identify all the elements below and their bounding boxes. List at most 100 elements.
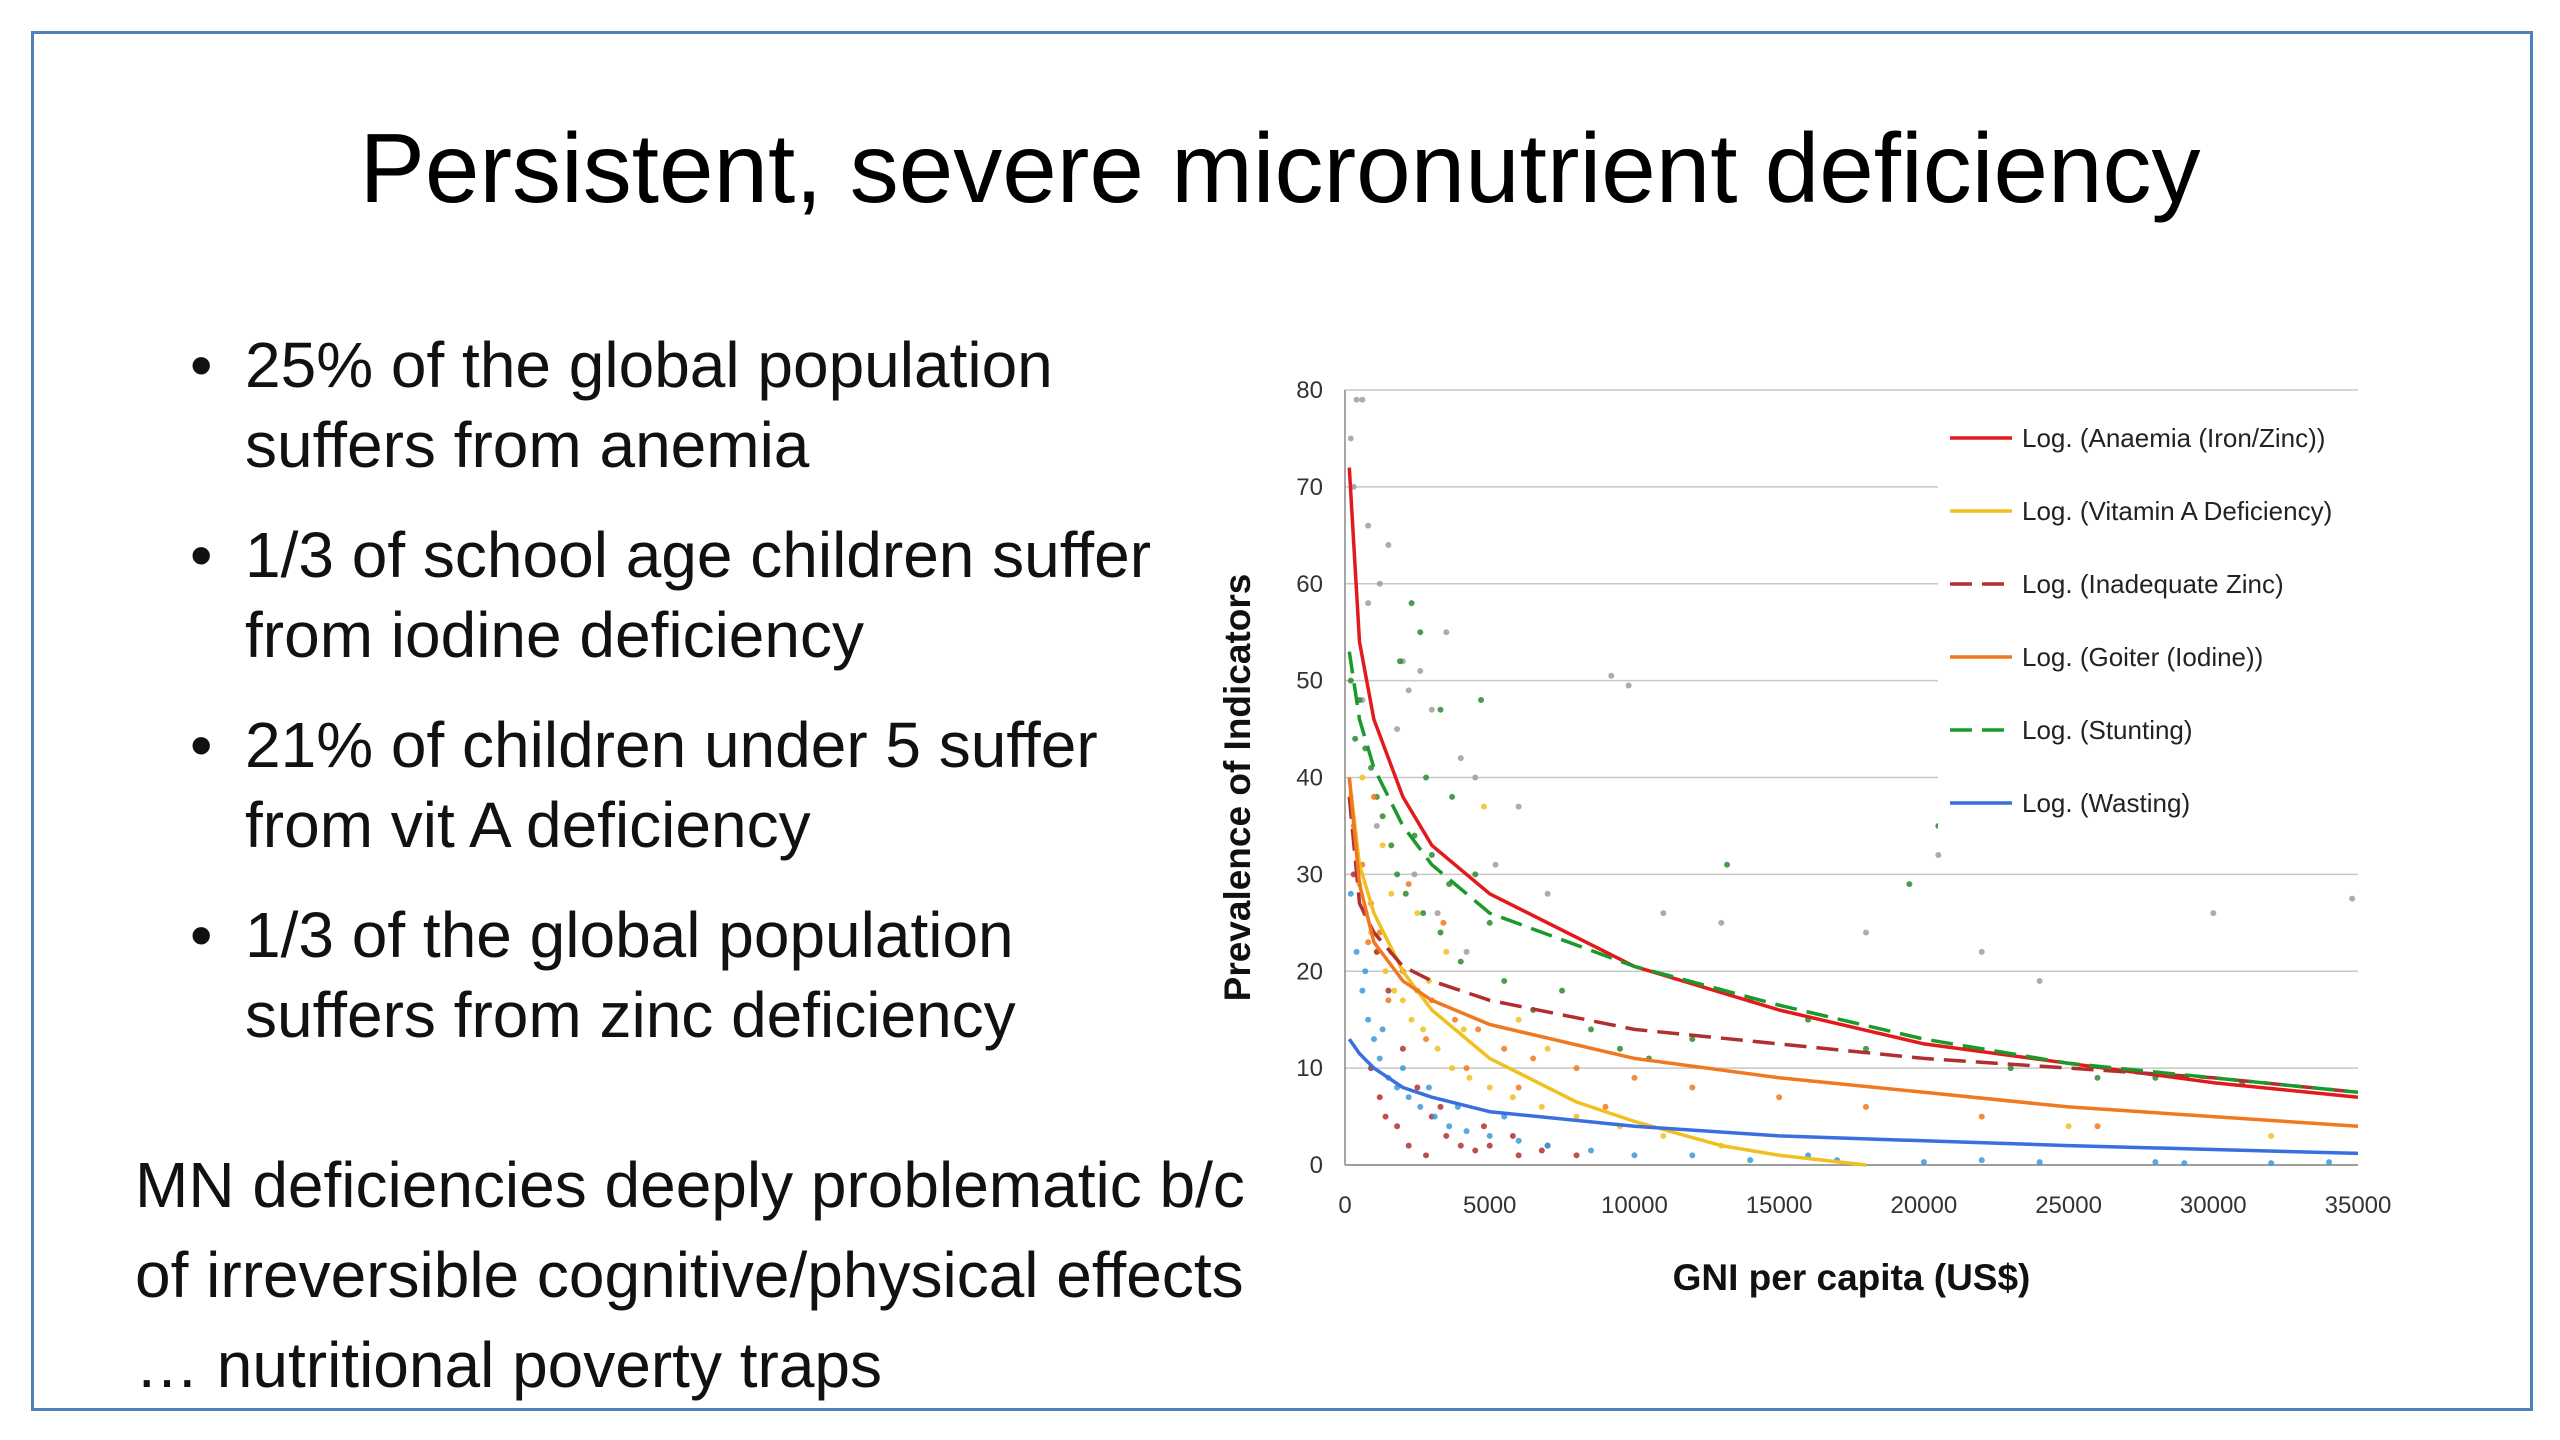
scatter-point <box>1408 600 1415 607</box>
y-tick-label: 60 <box>1296 571 1323 598</box>
prevalence-chart: 0 10 20 30 40 50 60 70 80 0 5000 10000 15000 20000 250… <box>1217 377 2398 1298</box>
bullet-item: 21% of children under 5 suffer from vit … <box>190 705 1190 865</box>
scatter-point <box>1588 1147 1595 1154</box>
scatter-point <box>1365 939 1372 946</box>
scatter-point <box>1862 1045 1869 1052</box>
scatter-point <box>2181 1160 2188 1167</box>
scatter-point <box>1862 929 1869 936</box>
y-axis-title: Prevalence of Indicators <box>1217 574 1258 1002</box>
x-tick-label: 15000 <box>1746 1192 1813 1219</box>
trendline <box>1347 1038 2359 1156</box>
scatter-point <box>1631 1152 1638 1159</box>
x-tick-label: 0 <box>1338 1192 1351 1219</box>
scatter-point <box>1463 1065 1470 1072</box>
scatter-point <box>1486 1142 1493 1149</box>
scatter-point <box>1370 793 1377 800</box>
scatter-point <box>1449 1065 1456 1072</box>
scatter-point <box>1538 1103 1545 1110</box>
scatter-point <box>1463 1128 1470 1135</box>
scatter-point <box>1625 682 1632 689</box>
scatter-point <box>1347 435 1354 442</box>
scatter-point <box>1457 1142 1464 1149</box>
y-tick-label: 0 <box>1310 1152 1323 1179</box>
scatter-point <box>2152 1159 2159 1166</box>
scatter-point <box>1724 861 1731 868</box>
scatter-point <box>1862 1103 1869 1110</box>
scatter-point <box>1376 580 1383 587</box>
scatter-point <box>1492 861 1499 868</box>
scatter-point <box>1660 1132 1667 1139</box>
trendline <box>1347 651 2359 1095</box>
scatter-point <box>1365 1016 1372 1023</box>
scatter-point <box>2268 1160 2275 1167</box>
scatter-point <box>1417 629 1424 636</box>
scatter-point <box>1544 890 1551 897</box>
scatter-point <box>1399 1065 1406 1072</box>
scatter-point <box>1399 997 1406 1004</box>
scatter-point <box>1417 667 1424 674</box>
scatter-point <box>1373 822 1380 829</box>
scatter-point <box>1515 1152 1522 1159</box>
scatter-point <box>1428 706 1435 713</box>
scatter-point <box>1382 1113 1389 1120</box>
legend-background <box>1938 402 2398 848</box>
scatter-point <box>2349 895 2356 902</box>
scatter-point <box>1480 1123 1487 1130</box>
scatter-point <box>1486 1084 1493 1091</box>
scatter-point <box>1423 1036 1430 1043</box>
scatter-point <box>1457 958 1464 965</box>
scatter-point <box>1405 1142 1412 1149</box>
scatter-point <box>1414 1084 1421 1091</box>
summary-note: MN deficiencies deeply problematic b/c o… <box>135 1149 1245 1401</box>
scatter-point <box>2268 1132 2275 1139</box>
scatter-point <box>1515 1137 1522 1144</box>
scatter-point <box>1347 890 1354 897</box>
x-axis-title: GNI per capita (US$) <box>1673 1257 2031 1298</box>
slide-title: Persistent, severe micronutrient deficie… <box>359 113 2201 223</box>
scatter-point <box>1978 948 1985 955</box>
scatter-point <box>1573 1152 1580 1159</box>
scatter-point <box>1451 1016 1458 1023</box>
scatter-point <box>1515 1084 1522 1091</box>
scatter-point <box>1472 774 1479 781</box>
y-tick-label: 10 <box>1296 1055 1323 1082</box>
scatter-point <box>1449 793 1456 800</box>
scatter-point <box>1515 803 1522 810</box>
scatter-point <box>1417 1103 1424 1110</box>
scatter-point <box>1423 1152 1430 1159</box>
y-tick-label: 20 <box>1296 958 1323 985</box>
x-tick-label: 20000 <box>1890 1192 1957 1219</box>
scatter-point <box>1405 687 1412 694</box>
scatter-point <box>2210 910 2217 917</box>
scatter-point <box>1443 629 1450 636</box>
x-tick-label: 10000 <box>1601 1192 1668 1219</box>
scatter-point <box>1472 1147 1479 1154</box>
scatter-point <box>1352 735 1359 742</box>
y-tick-label: 80 <box>1296 377 1323 404</box>
scatter-point <box>1431 1113 1438 1120</box>
scatter-point <box>1411 871 1418 878</box>
scatter-point <box>1573 1113 1580 1120</box>
scatter-point <box>1466 1074 1473 1081</box>
scatter-point <box>1376 1055 1383 1062</box>
scatter-point <box>1359 774 1366 781</box>
scatter-point <box>1396 658 1403 665</box>
scatter-point <box>1689 1084 1696 1091</box>
bullet-item: 25% of the global population suffers fro… <box>190 325 1190 485</box>
scatter-point <box>1472 871 1479 878</box>
scatter-point <box>1423 774 1430 781</box>
trendline <box>1347 777 2359 1129</box>
scatter-point <box>1370 1036 1377 1043</box>
scatter-point <box>1608 672 1615 679</box>
legend-label: Log. (Goiter (Iodine)) <box>2022 642 2263 672</box>
scatter-point <box>1434 1045 1441 1052</box>
scatter-point <box>1353 396 1360 403</box>
scatter-point <box>1405 881 1412 888</box>
scatter-point <box>1544 1045 1551 1052</box>
scatter-point <box>1365 600 1372 607</box>
bullet-item: 1/3 of the global population suffers fro… <box>190 895 1190 1055</box>
scatter-point <box>1385 542 1392 548</box>
scatter-point <box>1486 1132 1493 1139</box>
scatter-point <box>1457 755 1464 762</box>
scatter-point <box>1501 977 1508 984</box>
